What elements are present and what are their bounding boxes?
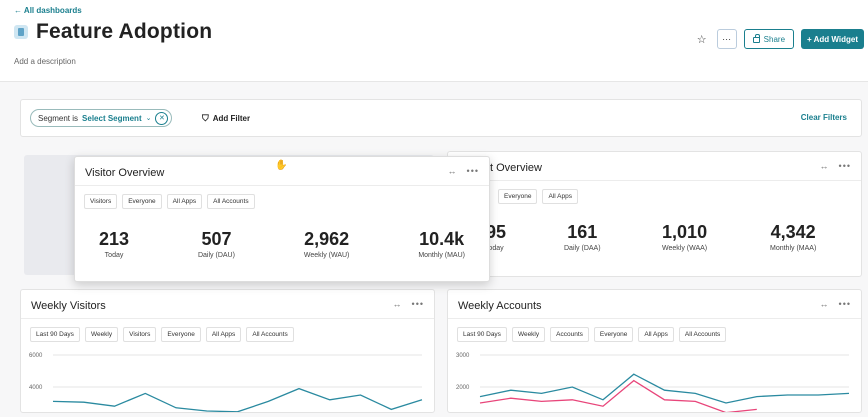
chip-all-apps[interactable]: All Apps xyxy=(542,189,578,204)
chart-svg: 3000 2000 xyxy=(456,353,850,412)
chip-all-accounts[interactable]: All Accounts xyxy=(678,327,727,342)
chip-everyone[interactable]: Everyone xyxy=(498,189,538,204)
resize-icon[interactable]: ↔ xyxy=(447,166,458,176)
chip-everyone[interactable]: Everyone xyxy=(122,194,162,209)
more-icon[interactable]: ••• xyxy=(838,161,851,171)
segment-filter-pill[interactable]: Segment is Select Segment ⌄ ✕ xyxy=(30,109,173,127)
card-tools: ↔ ••• xyxy=(820,299,851,309)
series-line-2 xyxy=(479,379,757,412)
more-button[interactable]: ··· xyxy=(716,29,737,49)
chip-interval[interactable]: Weekly xyxy=(511,327,546,342)
card-divider xyxy=(448,318,861,319)
add-filter-label: Add Filter xyxy=(212,114,251,123)
metric-monthly: 4,342 Monthly (MAA) xyxy=(770,222,817,252)
chip-row: Last 90 Days Weekly Visitors Everyone Al… xyxy=(30,327,294,342)
clear-filters-button[interactable]: Clear Filters xyxy=(800,113,847,122)
dashboard-icon xyxy=(14,25,28,39)
card-tools: ↔ ••• xyxy=(448,166,479,176)
weekly-accounts-chart: 3000 2000 xyxy=(454,345,855,412)
chip-interval[interactable]: Weekly xyxy=(84,327,119,342)
resize-icon[interactable]: ↔ xyxy=(392,299,403,309)
star-icon[interactable]: ☆ xyxy=(696,33,707,46)
chip-all-apps[interactable]: All Apps xyxy=(166,194,203,209)
segment-select[interactable]: Select Segment xyxy=(82,113,142,123)
metric-today: 95 oday xyxy=(486,222,507,252)
resize-icon[interactable]: ↔ xyxy=(819,299,830,309)
chip-all-accounts[interactable]: All Accounts xyxy=(207,194,255,209)
chip-everyone[interactable]: Everyone xyxy=(593,327,634,342)
header-actions: ☆ ··· Share + Add Widget xyxy=(694,29,864,49)
visitor-overview-card[interactable]: Visitor Overview ↔ ••• Visitors Everyone… xyxy=(74,156,490,282)
card-divider xyxy=(21,318,434,319)
y-tick-label: 4000 xyxy=(29,385,43,391)
card-title: Visitor Overview xyxy=(85,167,165,179)
funnel-icon: ⛉ xyxy=(202,113,209,123)
chip-all-accounts[interactable]: All Accounts xyxy=(246,327,294,342)
chevron-down-icon[interactable]: ⌄ xyxy=(145,115,152,122)
y-tick-label: 2000 xyxy=(456,385,470,391)
share-button[interactable]: Share xyxy=(743,29,795,49)
chip-all-apps[interactable]: All Apps xyxy=(638,327,674,342)
weekly-accounts-card: Weekly Accounts ↔ ••• Last 90 Days Weekl… xyxy=(447,289,862,413)
share-label: Share xyxy=(763,34,786,44)
account-overview-card: t Overview ↔ ••• Everyone All Apps 95 od… xyxy=(447,151,862,277)
card-title: t Overview xyxy=(490,162,542,174)
series-line-1 xyxy=(52,387,423,412)
filter-bar: Segment is Select Segment ⌄ ✕ ⛉ Add Filt… xyxy=(20,99,862,137)
chart-svg: 6000 4000 xyxy=(29,353,423,412)
y-tick-label: 6000 xyxy=(29,353,43,359)
more-icon[interactable]: ••• xyxy=(411,299,424,309)
segment-prefix: Segment is xyxy=(38,113,79,123)
resize-icon[interactable]: ↔ xyxy=(819,161,830,171)
card-tools: ↔ ••• xyxy=(393,299,424,309)
chip-row: Everyone All Apps xyxy=(498,189,578,204)
card-divider xyxy=(448,180,861,181)
more-icon[interactable]: ••• xyxy=(838,299,851,309)
page-title[interactable]: Feature Adoption xyxy=(36,20,213,43)
metric-daily: 507 Daily (DAU) xyxy=(197,229,235,259)
card-tools: ↔ ••• xyxy=(820,161,851,171)
y-tick-label: 3000 xyxy=(456,353,470,359)
series-line-1 xyxy=(479,373,850,404)
lock-icon xyxy=(752,34,760,43)
add-widget-button[interactable]: + Add Widget xyxy=(801,29,864,49)
grab-cursor-icon: ✋ xyxy=(275,160,288,171)
more-icon[interactable]: ••• xyxy=(466,166,479,176)
description-field[interactable]: Add a description xyxy=(14,57,76,66)
metric-weekly: 1,010 Weekly (WAA) xyxy=(662,222,708,252)
chip-visitors[interactable]: Visitors xyxy=(123,327,157,342)
card-title: Weekly Accounts xyxy=(458,300,542,312)
metric-weekly: 2,962 Weekly (WAU) xyxy=(303,229,350,259)
card-divider xyxy=(75,185,489,186)
back-to-dashboards-link[interactable]: ← All dashboards xyxy=(14,6,82,15)
chip-row: Visitors Everyone All Apps All Accounts xyxy=(84,194,255,209)
chip-date-range[interactable]: Last 90 Days xyxy=(457,327,507,342)
title-row: Feature Adoption xyxy=(14,20,212,44)
chip-date-range[interactable]: Last 90 Days xyxy=(30,327,80,342)
weekly-visitors-card: Weekly Visitors ↔ ••• Last 90 Days Weekl… xyxy=(20,289,435,413)
metrics-row: 213 Today 507 Daily (DAU) 2,962 Weekly (… xyxy=(75,229,489,259)
add-filter-button[interactable]: ⛉ Add Filter xyxy=(202,113,250,124)
chip-everyone[interactable]: Everyone xyxy=(161,327,201,342)
chip-all-apps[interactable]: All Apps xyxy=(205,327,242,342)
header-divider xyxy=(0,81,868,82)
chip-accounts[interactable]: Accounts xyxy=(550,327,589,342)
metric-daily: 161 Daily (DAA) xyxy=(564,222,601,252)
metric-monthly: 10.4k Monthly (MAU) xyxy=(418,229,465,259)
chip-visitors[interactable]: Visitors xyxy=(84,194,118,209)
weekly-visitors-chart: 6000 4000 xyxy=(27,345,428,412)
chip-row: Last 90 Days Weekly Accounts Everyone Al… xyxy=(457,327,727,342)
metric-today: 213 Today xyxy=(99,229,130,259)
card-title: Weekly Visitors xyxy=(31,300,106,312)
remove-filter-icon[interactable]: ✕ xyxy=(155,111,169,125)
